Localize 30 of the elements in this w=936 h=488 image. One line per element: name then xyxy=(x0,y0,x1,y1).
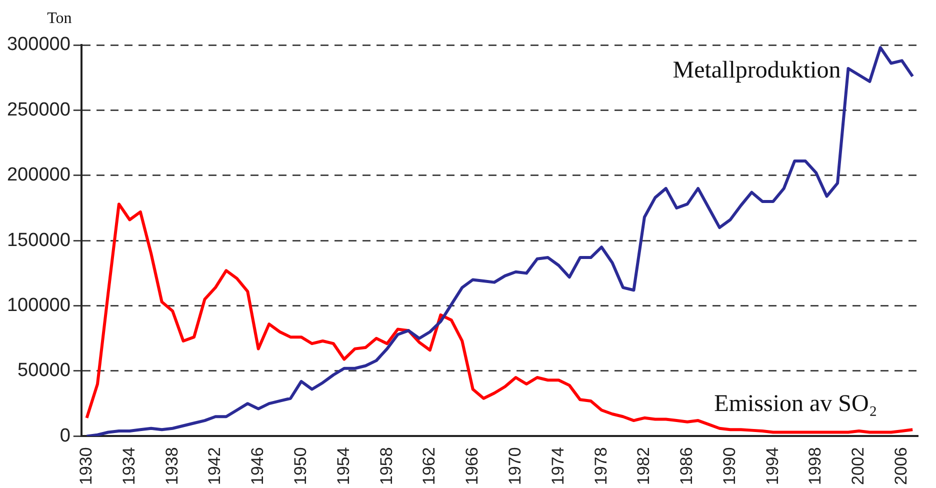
x-tick-label: 1930 xyxy=(76,447,96,486)
x-tick-label: 2002 xyxy=(848,447,868,486)
x-tick-label: 1998 xyxy=(806,447,825,486)
y-tick-label: 300000 xyxy=(6,34,70,56)
y-tick-label: 250000 xyxy=(6,99,70,120)
x-tick-label: 1994 xyxy=(762,447,782,486)
y-tick-label: 150000 xyxy=(6,230,70,251)
x-tick-label: 1970 xyxy=(505,447,524,486)
y-tick-label: 50000 xyxy=(18,360,70,382)
x-tick-label: 1966 xyxy=(462,447,482,486)
y-axis-title: Ton xyxy=(47,10,72,28)
x-tick-label: 1938 xyxy=(162,447,182,486)
y-tick-label: 0 xyxy=(60,425,70,446)
y-tick-label: 200000 xyxy=(6,164,70,186)
x-tick-label: 1946 xyxy=(248,447,268,486)
series-label: Emission av SO₂ xyxy=(714,391,878,418)
x-tick-label: 1974 xyxy=(548,447,568,486)
x-tick-label: 1982 xyxy=(634,447,654,486)
x-tick-label: 1986 xyxy=(677,447,696,486)
x-tick-label: 1990 xyxy=(720,447,739,486)
x-tick-label: 1958 xyxy=(376,447,396,486)
series-label: Metallproduktion xyxy=(672,57,841,84)
x-tick-label: 1978 xyxy=(591,447,610,486)
x-tick-label: 1962 xyxy=(420,447,439,486)
x-tick-label: 1950 xyxy=(290,447,310,486)
y-tick-label: 100000 xyxy=(6,295,70,316)
x-tick-label: 1934 xyxy=(119,447,138,486)
x-tick-label: 2006 xyxy=(892,447,911,486)
x-tick-label: 1954 xyxy=(334,447,353,486)
x-tick-label: 1942 xyxy=(205,447,224,486)
